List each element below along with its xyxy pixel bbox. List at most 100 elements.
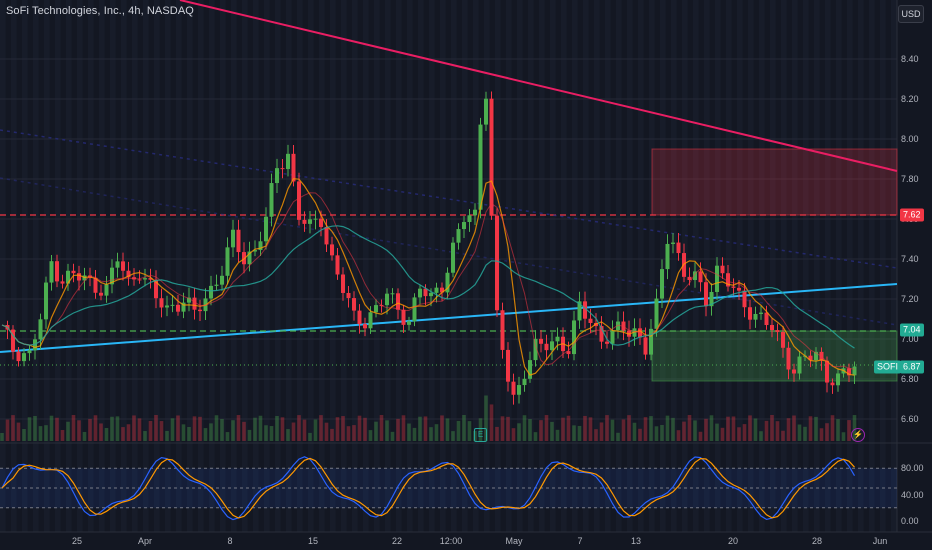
- volume-bar: [220, 418, 224, 441]
- candle-body: [759, 312, 763, 314]
- candle-body: [654, 298, 659, 329]
- volume-bar: [22, 428, 26, 441]
- session-band: [539, 0, 545, 532]
- oscillator-tick-label: 0.00: [901, 516, 919, 526]
- drawing-lines: [0, 0, 898, 366]
- candle-body: [231, 229, 235, 248]
- volume-bar: [181, 424, 186, 441]
- candle-body: [693, 271, 697, 281]
- volume-bar: [561, 417, 565, 441]
- earnings-marker-icon[interactable]: E: [474, 428, 487, 442]
- candle-body: [269, 183, 274, 217]
- candle-body: [407, 321, 411, 325]
- volume-bar: [594, 429, 598, 441]
- time-tick-label: 7: [577, 536, 583, 546]
- session-band: [880, 0, 886, 532]
- candle-body: [555, 336, 560, 342]
- session-band: [704, 0, 710, 532]
- session-band: [242, 0, 248, 532]
- volume-bar: [814, 416, 818, 441]
- volume-bar: [187, 427, 191, 441]
- session-band: [176, 0, 182, 532]
- candle-body: [313, 218, 318, 220]
- volume-bar: [418, 416, 422, 441]
- volume-bar: [660, 425, 664, 441]
- candle-body: [610, 330, 615, 344]
- candle-body: [16, 351, 21, 362]
- candle-body: [60, 281, 65, 284]
- volume-bar: [566, 415, 571, 441]
- volume-bar: [170, 418, 175, 441]
- price-tick-label: 6.60: [901, 414, 919, 424]
- oscillator-tick-label: 40.00: [901, 489, 924, 500]
- volume-bar: [302, 419, 307, 441]
- session-band: [781, 0, 787, 532]
- price-tick-label: 8.20: [901, 94, 919, 104]
- volume-bar: [434, 424, 439, 441]
- candle-body: [181, 302, 186, 312]
- volume-bar: [462, 415, 466, 441]
- short-position-zone: [651, 148, 898, 216]
- session-band: [154, 0, 160, 532]
- session-band: [506, 0, 512, 532]
- volume-bar: [467, 421, 472, 441]
- volume-bar: [621, 419, 626, 441]
- volume-bar: [396, 418, 400, 441]
- candle-body: [825, 360, 829, 383]
- volume-bar: [445, 418, 450, 441]
- candle-body: [676, 242, 681, 254]
- volume-bar: [379, 415, 384, 441]
- volume-bar: [324, 422, 329, 441]
- candle-body: [533, 338, 538, 361]
- volume-bar: [99, 423, 103, 441]
- session-band: [407, 0, 413, 532]
- currency-button[interactable]: USD: [898, 5, 924, 23]
- candle-body: [511, 381, 516, 395]
- volume-bar: [115, 416, 120, 441]
- candle-body: [764, 312, 769, 326]
- volume-bar: [643, 417, 648, 441]
- time-tick-label: 13: [630, 536, 642, 546]
- candle-body: [137, 279, 142, 281]
- candle-body: [786, 347, 791, 370]
- session-band: [825, 0, 831, 532]
- session-band: [231, 0, 237, 532]
- volume-bar: [137, 418, 142, 441]
- volume-bar: [770, 415, 774, 441]
- candle-body: [506, 349, 510, 382]
- volume-bar: [132, 415, 136, 441]
- volume-bar: [429, 427, 433, 441]
- volume-bar: [258, 415, 263, 441]
- volume-bar: [236, 415, 241, 441]
- volume-bar: [797, 424, 802, 441]
- session-band: [143, 0, 149, 532]
- time-tick-label: 25: [71, 536, 83, 546]
- candle-body: [11, 329, 15, 352]
- chart-title[interactable]: SoFi Technologies, Inc., 4h, NASDAQ: [6, 5, 194, 17]
- volume-bar: [401, 415, 406, 441]
- volume-bar: [352, 425, 356, 441]
- session-band: [473, 0, 479, 532]
- candle-body: [291, 153, 296, 182]
- candle-body: [737, 287, 741, 291]
- lightning-event-icon[interactable]: ⚡: [851, 428, 865, 442]
- volume-bar: [528, 419, 532, 441]
- candle-body: [335, 255, 340, 275]
- volume-bar: [319, 415, 323, 441]
- price-tick-label: 8.00: [901, 134, 919, 144]
- candle-body: [473, 209, 477, 216]
- volume-bar: [638, 428, 642, 441]
- candle-body: [44, 282, 48, 320]
- candle-body: [258, 241, 263, 251]
- time-tick-label: 15: [307, 536, 319, 546]
- time-tick-label: 8: [227, 536, 233, 546]
- volume-bar: [511, 428, 516, 441]
- last-price-tag: 6.87: [900, 360, 924, 374]
- candle-body: [71, 270, 76, 274]
- session-band: [396, 0, 402, 532]
- stochastic-oscillator: [0, 456, 897, 521]
- volume-bar: [753, 418, 758, 441]
- session-band: [836, 0, 842, 532]
- candle-body: [165, 305, 169, 308]
